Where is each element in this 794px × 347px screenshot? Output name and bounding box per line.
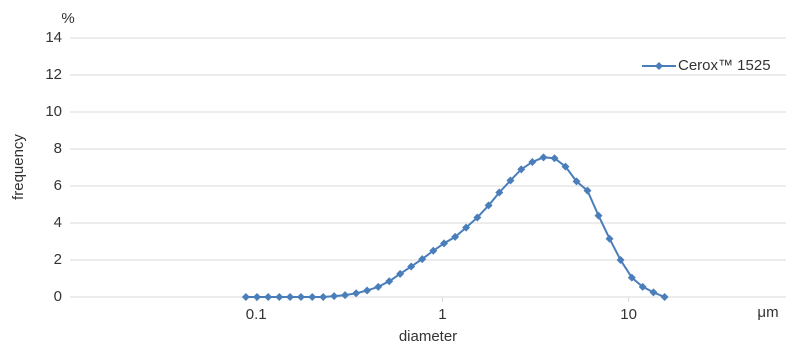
data-point [528,157,537,166]
data-point [241,293,250,301]
y-tick-label: 8 [54,140,62,157]
data-point [506,176,515,185]
x-tick-label: 0.1 [246,306,267,323]
data-point [462,223,471,232]
data-point [451,232,460,241]
y-tick-label: 12 [45,66,62,83]
data-point [407,262,416,271]
data-point [418,255,427,264]
data-point [330,292,339,301]
data-point [363,286,372,295]
x-tick-label: 1 [438,306,446,323]
y-tick-label: 4 [54,214,62,231]
y-tick-label: 6 [54,177,62,194]
data-point [308,293,317,301]
y-tick-label: 0 [54,288,62,305]
data-point [561,162,570,171]
data-point [594,211,603,220]
data-point [638,282,647,291]
data-point [297,293,306,301]
y-axis-label: frequency [10,134,27,200]
data-point [275,293,284,301]
data-point [253,293,262,301]
data-point [627,273,636,282]
data-point [341,291,350,300]
y-tick-label: 2 [54,251,62,268]
data-point [385,277,394,286]
data-point [649,288,658,297]
data-point [660,293,669,301]
x-tick-label: 10 [620,306,637,323]
data-point [583,186,592,195]
data-point [616,256,625,264]
data-point [517,165,526,174]
data-point [264,293,273,301]
y-tick-label: 10 [45,103,62,120]
data-point [550,154,559,163]
legend-marker [655,62,663,70]
data-point [440,239,449,248]
data-point [352,289,361,298]
data-point [495,188,504,197]
data-point [605,234,614,243]
data-line [245,156,665,298]
data-point [473,213,482,222]
data-point [374,282,383,291]
x-axis-label: diameter [399,328,457,345]
x-unit: μm [757,304,778,321]
data-point [286,293,295,301]
data-point [539,153,548,162]
data-point [319,293,328,301]
data-point [572,177,581,186]
y-unit: % [61,10,74,27]
legend-label: Cerox™ 1525 [678,57,771,74]
y-tick-label: 14 [45,29,62,46]
data-point [429,246,438,255]
data-point [396,269,405,278]
data-point [484,201,493,210]
